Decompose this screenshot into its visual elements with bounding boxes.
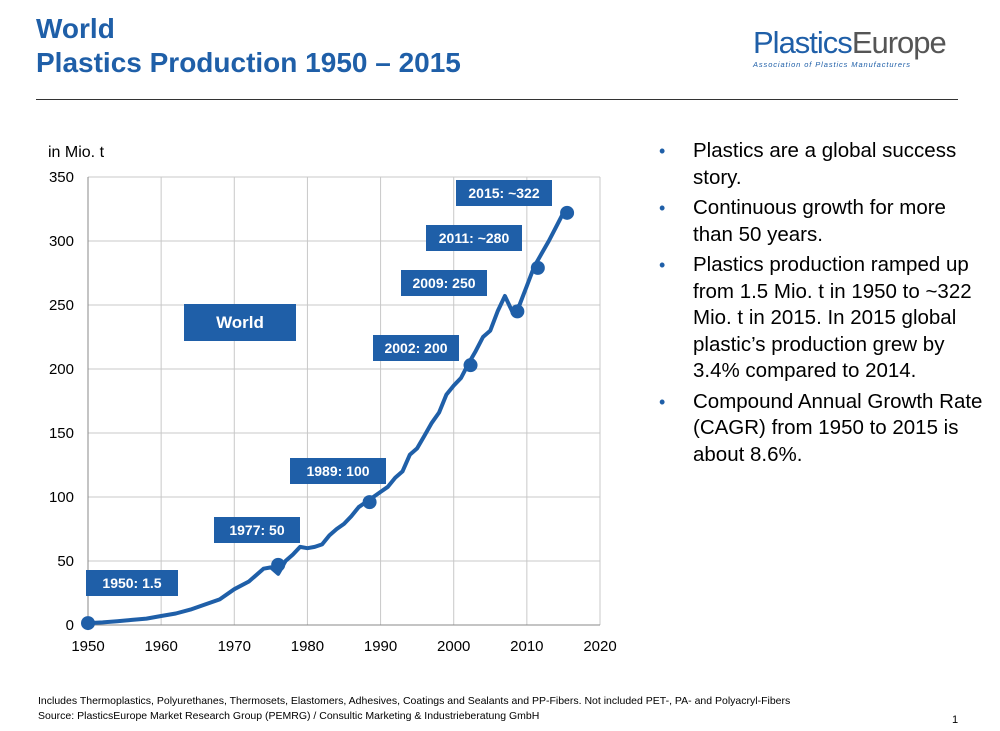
header-divider: [36, 99, 958, 100]
region-label: World: [216, 313, 264, 332]
x-tick-label: 1950: [71, 638, 104, 655]
footnote-included: Includes Thermoplastics, Polyurethanes, …: [38, 695, 791, 707]
footnotes: Includes Thermoplastics, Polyurethanes, …: [38, 694, 790, 724]
chart-axes: 1950 1960 1970 1980 1990 2000 2010 2020 0 50 100 15…: [48, 144, 617, 655]
data-point-marker: [510, 304, 525, 319]
data-point-marker: [271, 557, 286, 572]
annotation-label: 2015: ~322: [468, 185, 539, 201]
y-tick-label: 200: [49, 361, 74, 378]
data-point-marker: [463, 358, 478, 373]
logo-wordmark-part-2: Europe: [851, 25, 947, 60]
y-tick-label: 100: [49, 489, 74, 506]
annotation-label: 1977: 50: [229, 522, 284, 538]
y-tick-label: 300: [49, 233, 74, 250]
data-point-marker: [81, 616, 95, 631]
page-title: World Plastics Production 1950 – 2015: [36, 12, 461, 80]
x-tick-label: 2000: [437, 638, 470, 655]
bullet-item: Continuous growth for more than 50 years…: [655, 195, 985, 248]
annotation-label: 1950: 1.5: [102, 575, 161, 591]
region-label-box: [184, 304, 296, 341]
annotation-box: [86, 570, 178, 596]
y-tick-label: 0: [66, 617, 74, 634]
y-tick-label: 350: [49, 169, 74, 186]
y-tick-label: 250: [49, 297, 74, 314]
chart-annotations: World 1950: 1.5 1977: 50 1989: 100 2002: 200…: [81, 180, 575, 631]
data-point-marker: [362, 495, 377, 510]
x-tick-label: 2010: [510, 638, 543, 655]
annotation-box: [456, 180, 552, 206]
annotation-box: [426, 225, 522, 251]
chart-grid: [87, 176, 601, 626]
bullet-item: Plastics production ramped up from 1.5 M…: [655, 252, 985, 385]
annotation-box: [290, 458, 386, 484]
page-number: 1: [952, 714, 959, 726]
annotation-label: 2009: 250: [412, 275, 475, 291]
key-facts-list: Plastics are a global success story. Con…: [655, 138, 985, 472]
bullet-item: Compound Annual Growth Rate (CAGR) from …: [655, 389, 985, 469]
title-line-1: World: [36, 13, 115, 44]
annotation-box: [401, 270, 487, 296]
annotation-label: 1989: 100: [306, 463, 369, 479]
annotation-label: 2002: 200: [384, 340, 447, 356]
series-line-world: [86, 210, 566, 626]
chart-series: [86, 210, 566, 626]
y-axis-label: in Mio. t: [48, 144, 105, 161]
x-tick-label: 2020: [583, 638, 616, 655]
annotation-label: 2011: ~280: [439, 230, 510, 246]
x-tick-label: 1980: [291, 638, 324, 655]
x-tick-label: 1960: [144, 638, 177, 655]
data-point-marker: [560, 205, 575, 220]
title-line-2: Plastics Production 1950 – 2015: [36, 47, 461, 78]
footnote-source: Source: PlasticsEurope Market Research G…: [38, 710, 540, 722]
logo-wordmark: PlasticsEurope: [753, 26, 958, 60]
bullet-item: Plastics are a global success story.: [655, 138, 985, 191]
y-tick-label: 50: [57, 553, 74, 570]
logo-wordmark-part-1: Plastics: [753, 25, 853, 60]
plasticseurope-logo: PlasticsEurope Association of Plastics M…: [753, 26, 958, 70]
y-tick-label: 150: [49, 425, 74, 442]
annotation-box: [373, 335, 459, 361]
x-tick-label: 1970: [218, 638, 251, 655]
x-tick-label: 1990: [364, 638, 397, 655]
logo-tagline: Association of Plastics Manufacturers: [753, 60, 911, 69]
annotation-box: [214, 517, 300, 543]
data-point-marker: [530, 260, 545, 275]
